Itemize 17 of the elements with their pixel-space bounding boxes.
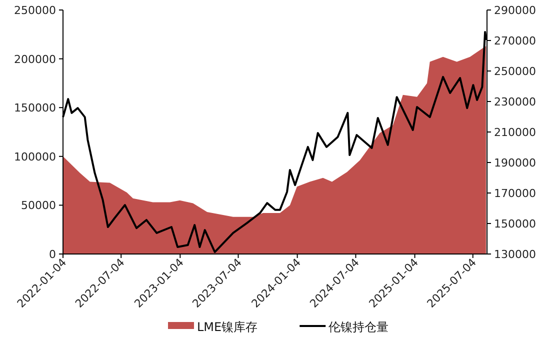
y2-tick-label: 230000 — [494, 96, 536, 108]
y2-tick-label: 270000 — [494, 34, 536, 48]
y-tick-label: 150000 — [14, 102, 56, 115]
y2-tick-label: 250000 — [494, 65, 536, 78]
y-tick-label: 100000 — [14, 150, 56, 164]
y-tick-label: 0 — [49, 248, 56, 261]
y-tick-label: 200000 — [14, 52, 56, 66]
y2-tick-label: 190000 — [494, 156, 536, 170]
y-tick-label: 250000 — [14, 4, 56, 17]
y2-tick-label: 210000 — [494, 126, 536, 139]
y2-tick-label: 170000 — [494, 187, 536, 200]
y2-tick-label: 130000 — [494, 248, 536, 261]
y2-tick-label: 150000 — [494, 218, 536, 230]
legend-label: LME镍库存 — [197, 320, 258, 334]
y-tick-label: 50000 — [21, 199, 56, 212]
y2-tick-label: 290000 — [494, 4, 536, 17]
legend-label: 伦镍持仓量 — [328, 320, 389, 334]
